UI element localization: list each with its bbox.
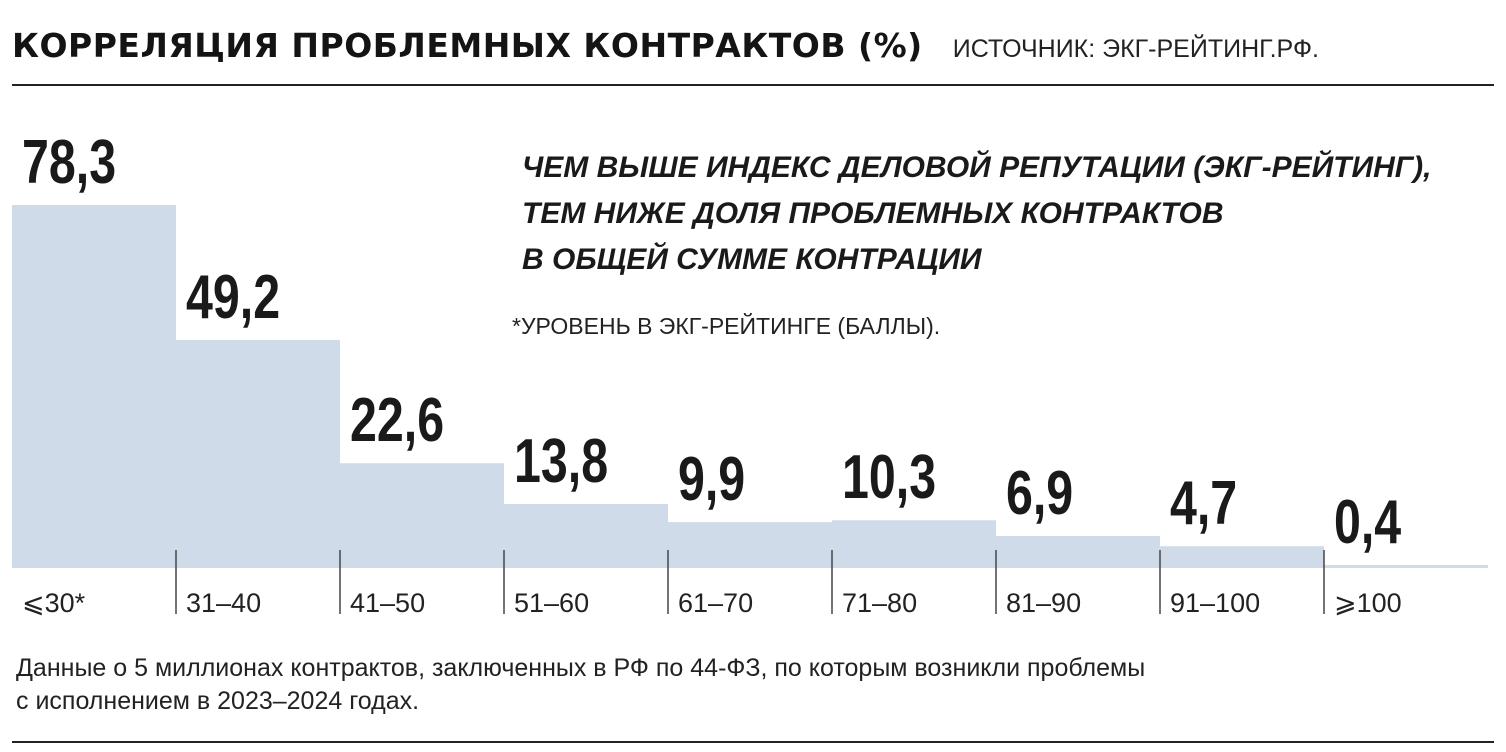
bar-5 (668, 522, 832, 568)
value-label: 6,9 (1006, 458, 1073, 527)
value-label: 9,9 (678, 444, 745, 513)
footnote-line: с исполнением в 2023–2024 годах. (16, 687, 420, 715)
header: КОРРЕЛЯЦИЯ ПРОБЛЕМНЫХ КОНТРАКТОВ (%) ИСТ… (12, 26, 1319, 76)
bar-1 (12, 205, 176, 568)
bar-3 (340, 463, 504, 568)
chart-title: КОРРЕЛЯЦИЯ ПРОБЛЕМНЫХ КОНТРАКТОВ (%) (12, 26, 923, 65)
category-labels-group: ⩽30* 31–40 41–50 51–60 61–70 71–80 81–90 91–100… (22, 588, 1402, 618)
footnote-line: Данные о 5 миллионах контрактов, заключе… (16, 654, 1146, 682)
value-label: 4,7 (1170, 468, 1237, 537)
value-label: 78,3 (22, 127, 116, 196)
footnote: Данные о 5 миллионах контрактов, заключе… (16, 652, 1145, 718)
value-label: 22,6 (350, 385, 444, 454)
bar-7 (996, 536, 1160, 568)
value-label: 0,4 (1334, 487, 1401, 556)
bar-9 (1324, 565, 1488, 568)
annotation-line: В ОБЩЕЙ СУММЕ КОНТРАЦИИ (522, 243, 982, 276)
category-label: ⩾100 (1334, 588, 1402, 618)
value-label: 49,2 (186, 262, 280, 331)
bar-6 (832, 520, 996, 568)
tick-dividers (175, 550, 1325, 614)
source-label: ИСТОЧНИК: ЭКГ-РЕЙТИНГ.РФ. (952, 35, 1319, 63)
category-label: 51–60 (514, 588, 589, 618)
bar-chart: 78,3 49,2 22,6 13,8 9,9 10,3 6,9 4,7 0,4 ⩽30* 31–… (12, 127, 1488, 618)
bar-4 (504, 504, 668, 568)
value-labels-group: 78,3 49,2 22,6 13,8 9,9 10,3 6,9 4,7 0,4 (22, 127, 1401, 556)
category-label: ⩽30* (22, 588, 86, 618)
annotation-text: ЧЕМ ВЫШЕ ИНДЕКС ДЕЛОВОЙ РЕПУТАЦИИ (ЭКГ-Р… (522, 145, 1432, 283)
category-label: 41–50 (350, 588, 425, 618)
bar-2 (176, 339, 340, 568)
annotation-line: ТЕМ НИЖЕ ДОЛЯ ПРОБЛЕМНЫХ КОНТРАКТОВ (522, 197, 1224, 230)
top-rule (12, 84, 1494, 86)
category-label: 81–90 (1006, 588, 1081, 618)
value-label: 13,8 (514, 426, 608, 495)
bars-group (12, 205, 1488, 568)
category-label: 71–80 (842, 588, 917, 618)
category-label: 61–70 (678, 588, 753, 618)
scale-note: *УРОВЕНЬ В ЭКГ-РЕЙТИНГЕ (БАЛЛЫ). (512, 313, 941, 339)
bottom-rule (12, 741, 1494, 743)
value-label: 10,3 (842, 442, 936, 511)
category-label: 31–40 (186, 588, 261, 618)
annotation-line: ЧЕМ ВЫШЕ ИНДЕКС ДЕЛОВОЙ РЕПУТАЦИИ (ЭКГ-Р… (522, 151, 1432, 184)
category-label: 91–100 (1170, 588, 1260, 618)
bar-8 (1160, 546, 1324, 568)
